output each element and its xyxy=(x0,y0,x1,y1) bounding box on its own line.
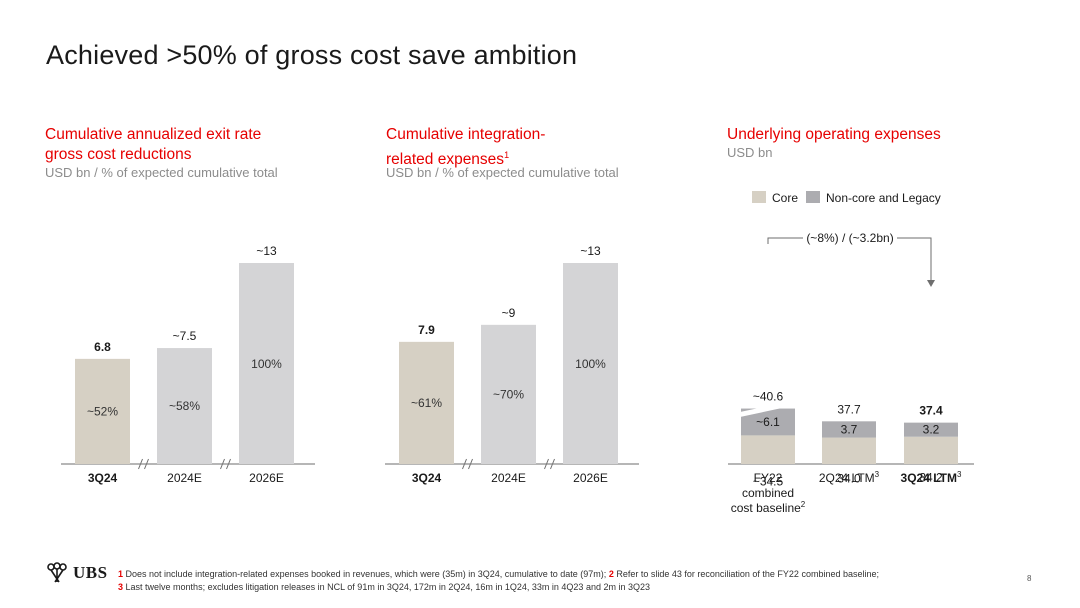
c3-break-3 xyxy=(903,400,959,417)
footnote-line1: 1 Does not include integration-related e… xyxy=(118,568,879,581)
panel2-subtitle: USD bn / % of expected cumulative total xyxy=(386,165,619,180)
footnote-3-text: Last twelve months; excludes litigation … xyxy=(125,582,650,592)
c3-total-label-3: 37.4 xyxy=(919,404,943,418)
c3-core-label-2: 34.0 xyxy=(837,472,861,486)
c3-bar-ncl-2 xyxy=(822,421,876,438)
c1-pct-label-2: ~58% xyxy=(169,399,200,413)
keys-icon xyxy=(47,562,67,583)
panel1-title-line1: Cumulative annualized exit rate xyxy=(45,126,262,143)
c3-bar-ncl-3 xyxy=(904,422,958,437)
c2-axis-break-1 xyxy=(462,458,473,470)
c3-legend-swatch-ncl xyxy=(806,191,820,203)
c3-category-label-1-line-2: combined xyxy=(742,486,794,500)
footnote-1-number: 1 xyxy=(118,569,124,579)
c3-bar-core-1 xyxy=(741,435,795,464)
c2-bar-1 xyxy=(399,341,454,464)
c2-value-label-2: ~9 xyxy=(502,306,516,320)
ubs-logo: UBS xyxy=(45,562,108,584)
c1-axis-break-1 xyxy=(138,458,149,470)
c3-category-label-3-line-1: 3Q24 LTM3 xyxy=(901,470,962,485)
c2-pct-label-2: ~70% xyxy=(493,387,524,401)
panel1-title-line2: gross cost reductions xyxy=(45,146,192,163)
panel1-title: Cumulative annualized exit rate gross co… xyxy=(45,125,261,165)
logo-text: UBS xyxy=(73,563,108,582)
charts-canvas: 6.8 ~52% 3Q24 ~7.5 ~58% 2024E ~13 100% 2026E 7.9 ~… xyxy=(61,191,974,515)
c3-category-label-2-line-1: 2Q24 LTM3 xyxy=(819,470,880,485)
c1-category-label-3: 2026E xyxy=(249,471,284,485)
c1-bar-1 xyxy=(75,358,130,464)
page-title: Achieved >50% of gross cost save ambitio… xyxy=(46,40,578,70)
c3-core-label-1: ~34.5 xyxy=(753,474,784,488)
page-number: 8 xyxy=(1027,574,1032,583)
c1-bar-3 xyxy=(239,263,294,464)
c3-core-label-3: 34.2 xyxy=(919,471,943,485)
c3-category-label-1-line-3: cost baseline2 xyxy=(731,500,806,515)
c3-category-sup-3: 3 xyxy=(957,470,962,479)
c3-bar-core-3 xyxy=(904,436,958,464)
panel3-subtitle: USD bn xyxy=(727,145,773,160)
footnote-2-text: Refer to slide 43 for reconciliation of … xyxy=(616,569,879,579)
c1-category-label-1: 3Q24 xyxy=(88,471,118,485)
c2-axis-break-2 xyxy=(544,458,555,470)
c3-bar-core-2 xyxy=(822,437,876,464)
c1-value-label-3: ~13 xyxy=(256,244,277,258)
c3-total-label-2: 37.7 xyxy=(837,402,861,416)
c2-value-label-1: 7.9 xyxy=(418,323,435,337)
panel2-title-footnote: 1 xyxy=(504,150,510,160)
panel2-title-line1: Cumulative integration- xyxy=(386,126,546,143)
c2-bar-3 xyxy=(563,263,618,464)
panel3-title: Underlying operating expenses xyxy=(727,126,941,143)
c2-category-label-3: 2026E xyxy=(573,471,608,485)
c3-break-1 xyxy=(740,400,796,417)
panel2-title: Cumulative integration- related expenses… xyxy=(386,125,545,170)
c3-legend-swatch-core xyxy=(752,191,766,203)
c3-annotation-label: (~8%) / (~3.2bn) xyxy=(806,231,893,245)
c3-category-label-1-line-1: FY22 xyxy=(754,471,783,485)
c1-value-label-1: 6.8 xyxy=(94,340,111,354)
panel2-title-line2: related expenses xyxy=(386,151,505,169)
c2-bar-2 xyxy=(481,324,536,464)
c1-value-label-2: ~7.5 xyxy=(173,329,197,343)
footnote-3-number: 3 xyxy=(118,582,124,592)
c1-axis-break-2 xyxy=(220,458,231,470)
c2-pct-label-1: ~61% xyxy=(411,396,442,410)
c3-category-sup-2: 3 xyxy=(875,470,880,479)
c2-category-label-2: 2024E xyxy=(491,471,526,485)
c1-bar-2 xyxy=(157,348,212,464)
c3-ncl-label-3: 3.2 xyxy=(923,423,940,437)
footnote-2-number: 2 xyxy=(608,569,614,579)
footnotes: 1 Does not include integration-related e… xyxy=(118,568,879,594)
c3-break-2 xyxy=(821,400,877,417)
footnote-1-text: Does not include integration-related exp… xyxy=(125,569,607,579)
c1-pct-label-3: 100% xyxy=(251,357,282,371)
c2-category-label-1: 3Q24 xyxy=(412,471,442,485)
c3-category-sup-1: 2 xyxy=(801,500,806,509)
c1-category-label-2: 2024E xyxy=(167,471,202,485)
c3-ncl-label-2: 3.7 xyxy=(841,422,858,436)
c3-annotation-bg xyxy=(803,230,897,245)
c1-pct-label-1: ~52% xyxy=(87,404,118,418)
c3-legend-label-core: Core xyxy=(772,191,798,205)
panel1-subtitle: USD bn / % of expected cumulative total xyxy=(45,165,278,180)
c3-annotation-arrow xyxy=(927,280,935,287)
c2-value-label-3: ~13 xyxy=(580,244,601,258)
c3-ncl-label-1: ~6.1 xyxy=(756,415,780,429)
footnote-line2: 3 Last twelve months; excludes litigatio… xyxy=(118,581,879,594)
c3-total-label-1: ~40.6 xyxy=(753,390,784,404)
c3-legend-label-ncl: Non-core and Legacy xyxy=(826,191,941,205)
c2-pct-label-3: 100% xyxy=(575,357,606,371)
